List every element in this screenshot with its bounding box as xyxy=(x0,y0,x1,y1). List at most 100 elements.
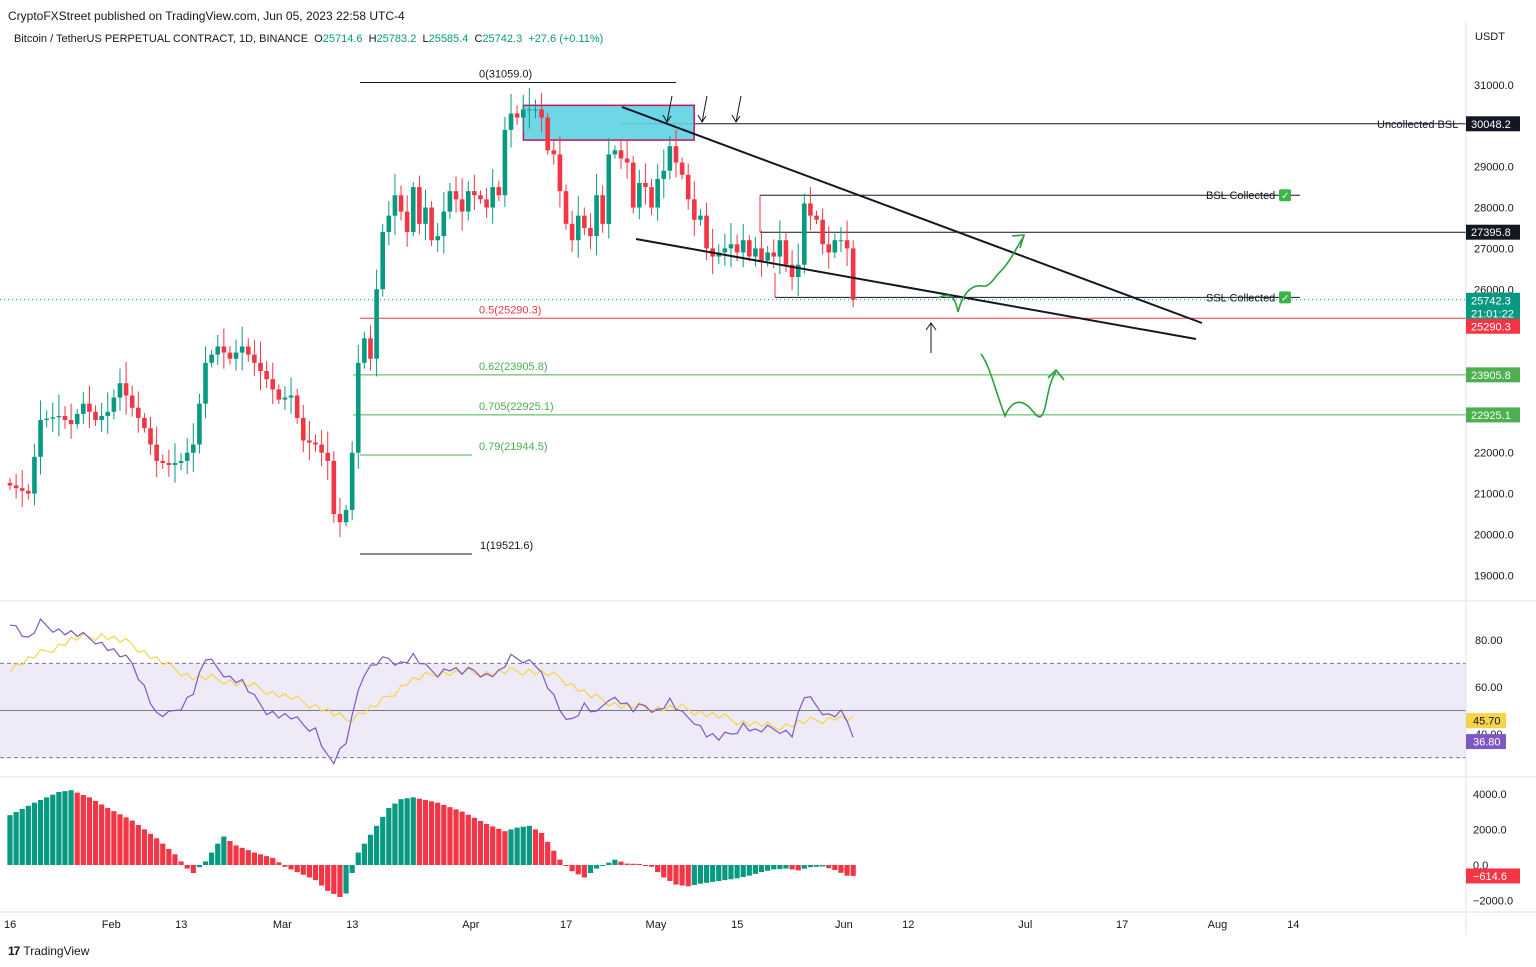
histogram-bar xyxy=(331,865,337,894)
histogram-bar xyxy=(154,838,160,865)
arrow-head-icon xyxy=(925,322,937,331)
candle-body xyxy=(184,452,190,461)
histogram-bar xyxy=(257,854,264,865)
last-price-badge xyxy=(1466,292,1520,321)
histogram-bar xyxy=(117,814,123,865)
price-tick-label: 31000.0 xyxy=(1474,80,1514,92)
published-caption: CryptoFXStreet published on TradingView.… xyxy=(8,9,405,23)
candle-body xyxy=(282,397,288,400)
histogram-bar xyxy=(655,865,661,873)
candle-body xyxy=(612,150,618,155)
histogram-bar xyxy=(337,865,343,898)
ohlc-high: 25783.2 xyxy=(376,33,417,45)
ohlc-open: 25714.6 xyxy=(322,33,363,45)
price-tick-label: 22000.0 xyxy=(1474,448,1514,460)
candle-body xyxy=(539,109,544,118)
fib-level-label: 0.79(21944.5) xyxy=(479,441,548,453)
candle-body xyxy=(478,195,483,200)
candle-body xyxy=(594,195,599,237)
histogram-bar xyxy=(710,865,716,882)
time-tick-label: 12 xyxy=(902,919,914,931)
histogram-bar xyxy=(600,865,606,866)
fib-level-label: 1(19521.6) xyxy=(480,540,533,552)
candle-body xyxy=(673,146,679,163)
candle-body xyxy=(81,403,86,414)
histogram-bar xyxy=(37,800,44,865)
candle-body xyxy=(227,352,233,359)
histogram-bar xyxy=(703,865,710,883)
candle-body xyxy=(447,191,453,212)
histogram-bar xyxy=(459,811,465,865)
histogram-bar xyxy=(624,863,630,865)
histogram-bar xyxy=(587,865,594,874)
rsi-ma-line xyxy=(9,632,854,732)
histogram-bar xyxy=(68,790,74,865)
histogram-bar xyxy=(453,809,459,865)
symbol-legend[interactable]: Bitcoin / TetherUS PERPETUAL CONTRACT, 1… xyxy=(14,33,603,45)
candle-body xyxy=(221,346,227,353)
histogram-bar xyxy=(813,865,820,867)
histogram-bar xyxy=(606,862,612,865)
candle-body xyxy=(838,240,844,242)
projection-arrow-head xyxy=(1011,234,1026,249)
tradingview-logo[interactable]: 17 TradingView xyxy=(8,944,89,958)
candle-body xyxy=(154,444,159,461)
arrow-head-icon xyxy=(731,114,741,123)
candle-body xyxy=(74,413,80,425)
candle-body xyxy=(368,338,373,359)
histogram-bar xyxy=(496,828,502,865)
ohlc-key: O xyxy=(314,33,323,45)
candle-body xyxy=(472,191,477,196)
candle-body xyxy=(404,211,410,233)
histogram-bar xyxy=(581,865,587,878)
candle-body xyxy=(62,415,68,421)
histogram-bar xyxy=(129,820,135,865)
candle-body xyxy=(93,411,98,421)
candle-body xyxy=(508,113,514,130)
histogram-bar xyxy=(526,825,532,865)
candle-body xyxy=(527,109,532,111)
histogram-bar xyxy=(160,843,166,865)
candle-body xyxy=(533,109,538,111)
histogram-bar xyxy=(361,843,367,865)
checkmark-icon xyxy=(1279,189,1291,202)
histogram-bar xyxy=(282,865,288,867)
candle-body xyxy=(808,203,813,216)
price-badge-text: 30048.2 xyxy=(1471,119,1511,131)
ohlc-close: 25742.3 xyxy=(482,33,523,45)
candle-body xyxy=(795,264,801,277)
fib-badge xyxy=(1466,407,1520,423)
time-tick-label: 17 xyxy=(1116,919,1128,931)
candle-body xyxy=(832,240,838,253)
histogram-bar xyxy=(25,805,31,865)
histogram-bar xyxy=(80,794,86,865)
histogram-bar xyxy=(563,865,569,866)
candle-body xyxy=(728,244,734,249)
candle-body xyxy=(582,215,587,228)
candle-body xyxy=(643,182,648,188)
histogram-bar xyxy=(392,803,398,865)
histogram-bar xyxy=(490,826,496,865)
histogram-bar xyxy=(355,852,361,865)
candle-body xyxy=(325,452,331,461)
histogram-bar xyxy=(196,865,203,868)
histogram-bar xyxy=(245,850,251,865)
histogram-bar xyxy=(697,865,704,884)
rsi-tick-label: 80.00 xyxy=(1475,635,1503,647)
candle-body xyxy=(704,215,709,249)
time-tick-label: Mar xyxy=(273,919,292,931)
histogram-bar xyxy=(685,865,691,887)
candle-body xyxy=(166,462,172,465)
histogram-bar xyxy=(569,865,575,872)
fib-level-label: 0.5(25290.3) xyxy=(479,304,541,316)
candle-body xyxy=(50,417,56,419)
histogram-tick-label: −2000.0 xyxy=(1473,896,1513,908)
time-tick-label: Feb xyxy=(102,919,121,931)
arrow-down-icon xyxy=(735,95,742,123)
histogram-bar xyxy=(221,836,227,865)
histogram-bar xyxy=(777,865,783,870)
histogram-bar xyxy=(62,791,68,865)
candle-body xyxy=(661,170,667,179)
liquidity-level-label: Uncollected BSL xyxy=(1377,119,1458,131)
